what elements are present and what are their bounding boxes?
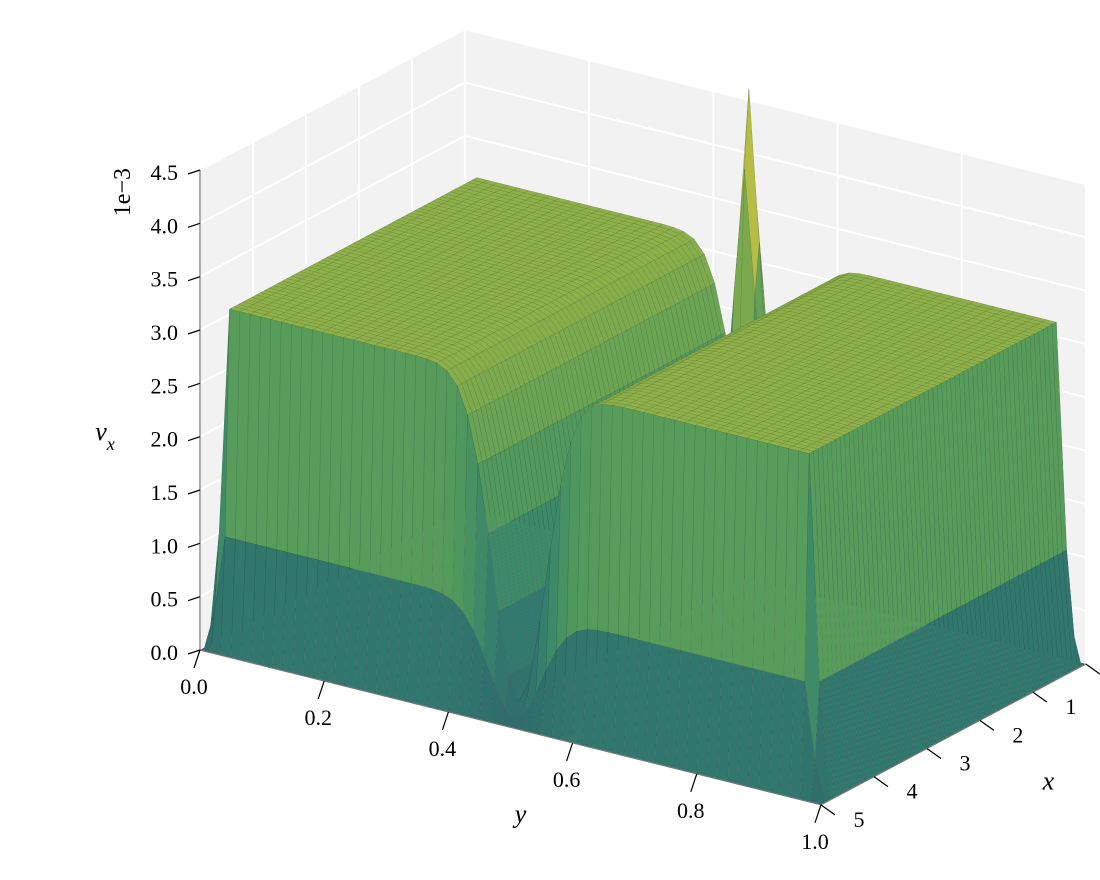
y-tick-label: 0.2 <box>304 705 332 730</box>
x-tick-label: 1 <box>1065 694 1076 719</box>
y-tick-label: 0.4 <box>429 736 457 761</box>
y-axis-label: y <box>512 799 527 828</box>
z-tick-label: 3.5 <box>151 267 179 292</box>
z-axis-label: vx <box>95 417 115 454</box>
z-tick-label: 2.0 <box>151 427 179 452</box>
y-tick-label: 1.0 <box>801 829 829 854</box>
z-tick-label: 1.5 <box>151 480 179 505</box>
z-tick-label: 0.0 <box>151 640 179 665</box>
x-tick-label: 2 <box>1012 722 1023 747</box>
z-tick-label: 3.0 <box>151 320 179 345</box>
z-scale-label: 1e−3 <box>110 168 136 216</box>
y-tick-label: 0.8 <box>677 798 705 823</box>
z-tick-label: 4.5 <box>151 160 179 185</box>
x-tick-label: 4 <box>906 779 917 804</box>
z-tick-label: 4.0 <box>151 213 179 238</box>
surface3d-plot: 0.00.20.40.60.81.00123450.00.51.01.52.02… <box>0 0 1100 880</box>
y-tick-label: 0.6 <box>553 767 581 792</box>
y-tick-label: 0.0 <box>180 674 208 699</box>
x-axis-label: x <box>1042 766 1055 795</box>
z-tick-label: 0.5 <box>151 587 179 612</box>
z-tick-label: 1.0 <box>151 533 179 558</box>
x-tick-label: 5 <box>853 807 864 832</box>
x-tick-label: 3 <box>959 750 970 775</box>
z-tick-label: 2.5 <box>151 373 179 398</box>
